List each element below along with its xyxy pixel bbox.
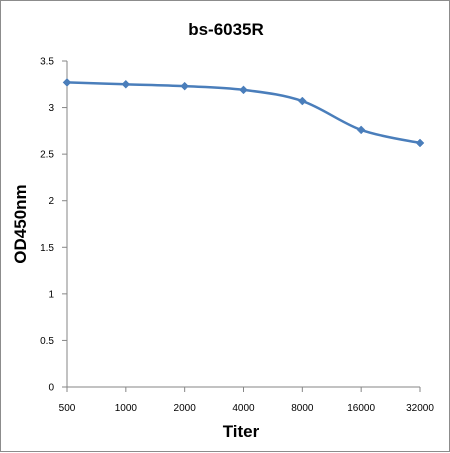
y-tick-label: 1 (48, 289, 54, 300)
chart-title: bs-6035R (188, 20, 264, 39)
x-tick-label: 32000 (406, 403, 434, 414)
x-axis-title: Titer (223, 422, 260, 441)
y-tick-label: 0 (48, 383, 54, 394)
axes: 0 0.5 1 1.5 2 2.5 3 3.5 500 1000 2000 4000 8000 16000… (40, 57, 434, 415)
x-tick-label: 500 (59, 403, 76, 414)
y-tick-label: 2.5 (40, 150, 54, 161)
x-tick-label: 4000 (232, 403, 255, 414)
series-marks (62, 78, 425, 148)
x-tick-label: 8000 (291, 403, 314, 414)
data-point-marker (356, 125, 366, 135)
y-tick-label: 0.5 (40, 336, 54, 347)
y-axis-title: OD450nm (11, 184, 30, 263)
data-point-marker (297, 96, 307, 106)
data-point-marker (239, 85, 248, 95)
y-tick-label: 2 (48, 196, 54, 207)
data-point-marker (180, 81, 190, 91)
x-tick-label: 1000 (115, 403, 138, 414)
data-point-marker (415, 138, 425, 148)
data-point-marker (121, 79, 131, 89)
data-point-marker (62, 78, 72, 87)
y-tick-label: 3.5 (40, 57, 54, 68)
y-tick-label: 1.5 (40, 243, 54, 254)
x-tick-label: 16000 (347, 403, 375, 414)
y-tick-label: 3 (48, 103, 54, 114)
x-tick-label: 2000 (174, 403, 197, 414)
